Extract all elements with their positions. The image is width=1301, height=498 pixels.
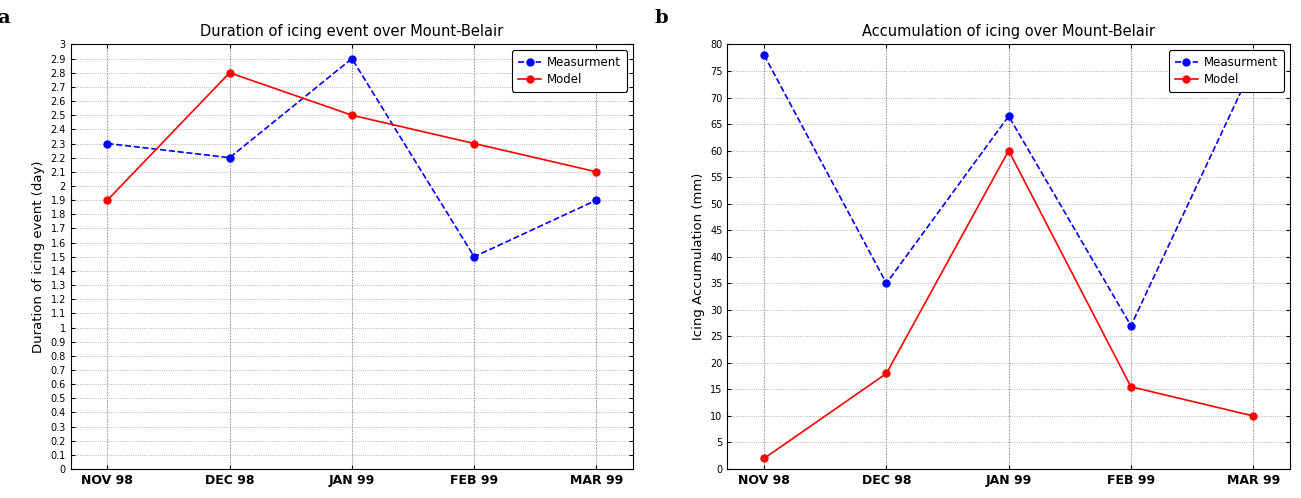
Measurment: [1123, 323, 1138, 329]
Line: Model: Model: [761, 147, 1257, 462]
Measurment: [343, 56, 359, 62]
Measurment: [756, 52, 771, 58]
Model: [1000, 147, 1016, 153]
Model: [343, 112, 359, 118]
Model: [222, 70, 238, 76]
Line: Model: Model: [104, 69, 600, 204]
Model: [1123, 384, 1138, 390]
Text: a: a: [0, 9, 10, 27]
Model: [756, 456, 771, 462]
Title: Accumulation of icing over Mount-Belair: Accumulation of icing over Mount-Belair: [863, 24, 1155, 39]
Measurment: [100, 140, 116, 146]
Model: [878, 371, 894, 376]
Text: b: b: [654, 9, 667, 27]
Model: [588, 169, 604, 175]
Model: [466, 140, 481, 146]
Legend: Measurment, Model: Measurment, Model: [1168, 50, 1284, 92]
Measurment: [878, 280, 894, 286]
Line: Measurment: Measurment: [761, 52, 1257, 329]
Measurment: [588, 197, 604, 203]
Measurment: [466, 254, 481, 260]
Measurment: [1245, 63, 1261, 69]
Measurment: [222, 155, 238, 161]
Legend: Measurment, Model: Measurment, Model: [511, 50, 627, 92]
Title: Duration of icing event over Mount-Belair: Duration of icing event over Mount-Belai…: [200, 24, 503, 39]
Line: Measurment: Measurment: [104, 55, 600, 260]
Measurment: [1000, 113, 1016, 119]
Y-axis label: Icing Accumulation (mm): Icing Accumulation (mm): [692, 173, 705, 341]
Model: [100, 197, 116, 203]
Model: [1245, 413, 1261, 419]
Y-axis label: Duration of icing event (day): Duration of icing event (day): [31, 160, 44, 353]
